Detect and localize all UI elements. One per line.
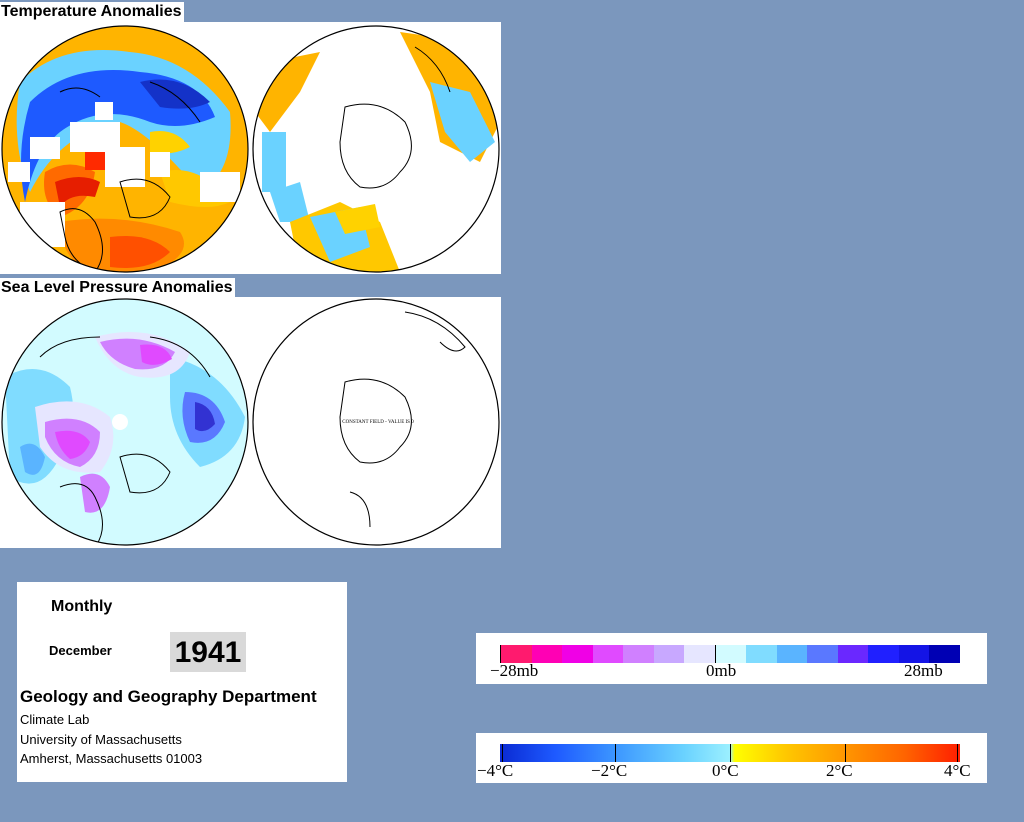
department-name: Geology and Geography Department: [20, 687, 317, 706]
pressure-color-segment: [746, 645, 777, 663]
temperature-title: Temperature Anomalies: [0, 2, 184, 22]
pressure-color-segment: [776, 645, 808, 663]
temp-label-zero: 0°C: [712, 761, 739, 780]
pressure-label-min: −28mb: [490, 661, 539, 680]
pressure-legend: −28mb 0mb 28mb: [476, 633, 987, 684]
university-name: University of Massachusetts: [20, 732, 182, 747]
lab-name: Climate Lab: [20, 712, 90, 727]
pressure-color-segment: [929, 645, 960, 663]
temp-label-minus4: −4°C: [477, 761, 514, 780]
temperature-north-hemisphere: [2, 26, 248, 272]
pressure-label-max: 28mb: [904, 661, 943, 680]
pressure-color-segment: [653, 645, 685, 663]
pressure-color-segment: [714, 645, 747, 663]
pressure-color-segment: [898, 645, 930, 663]
pressure-label-zero: 0mb: [706, 661, 737, 680]
pressure-color-segment: [807, 645, 838, 663]
pressure-color-segment: [531, 645, 563, 663]
constant-field-note: CONSTANT FIELD - VALUE IS 0: [342, 420, 414, 425]
year-display: 1941: [170, 632, 246, 672]
pressure-title: Sea Level Pressure Anomalies: [0, 278, 235, 298]
pressure-color-segment: [684, 645, 715, 663]
pressure-color-segment: [623, 645, 654, 663]
temperature-color-bar: [500, 744, 960, 762]
pressure-color-segment: [592, 645, 624, 663]
pressure-map-panel: CONSTANT FIELD - VALUE IS 0: [0, 297, 501, 548]
temp-label-minus2: −2°C: [591, 761, 628, 780]
pressure-south-hemisphere: CONSTANT FIELD - VALUE IS 0: [252, 298, 500, 546]
frequency-label: Monthly: [51, 598, 113, 615]
info-panel: Monthly December 1941 Geology and Geogra…: [17, 582, 347, 782]
pressure-color-segment: [562, 645, 593, 663]
temperature-south-hemisphere: [253, 26, 499, 272]
pressure-color-segment: [868, 645, 899, 663]
pressure-color-segment: [500, 645, 532, 663]
temperature-legend: −4°C −2°C 0°C 2°C 4°C: [476, 733, 987, 783]
temp-label-plus4: 4°C: [944, 761, 971, 780]
pressure-north-hemisphere: [2, 299, 248, 545]
city-address: Amherst, Massachusetts 01003: [20, 751, 203, 766]
month-label: December: [49, 643, 112, 658]
pressure-color-bar: [500, 645, 960, 663]
temp-label-plus2: 2°C: [826, 761, 853, 780]
pressure-color-segment: [837, 645, 869, 663]
temperature-map-panel: [0, 22, 501, 274]
